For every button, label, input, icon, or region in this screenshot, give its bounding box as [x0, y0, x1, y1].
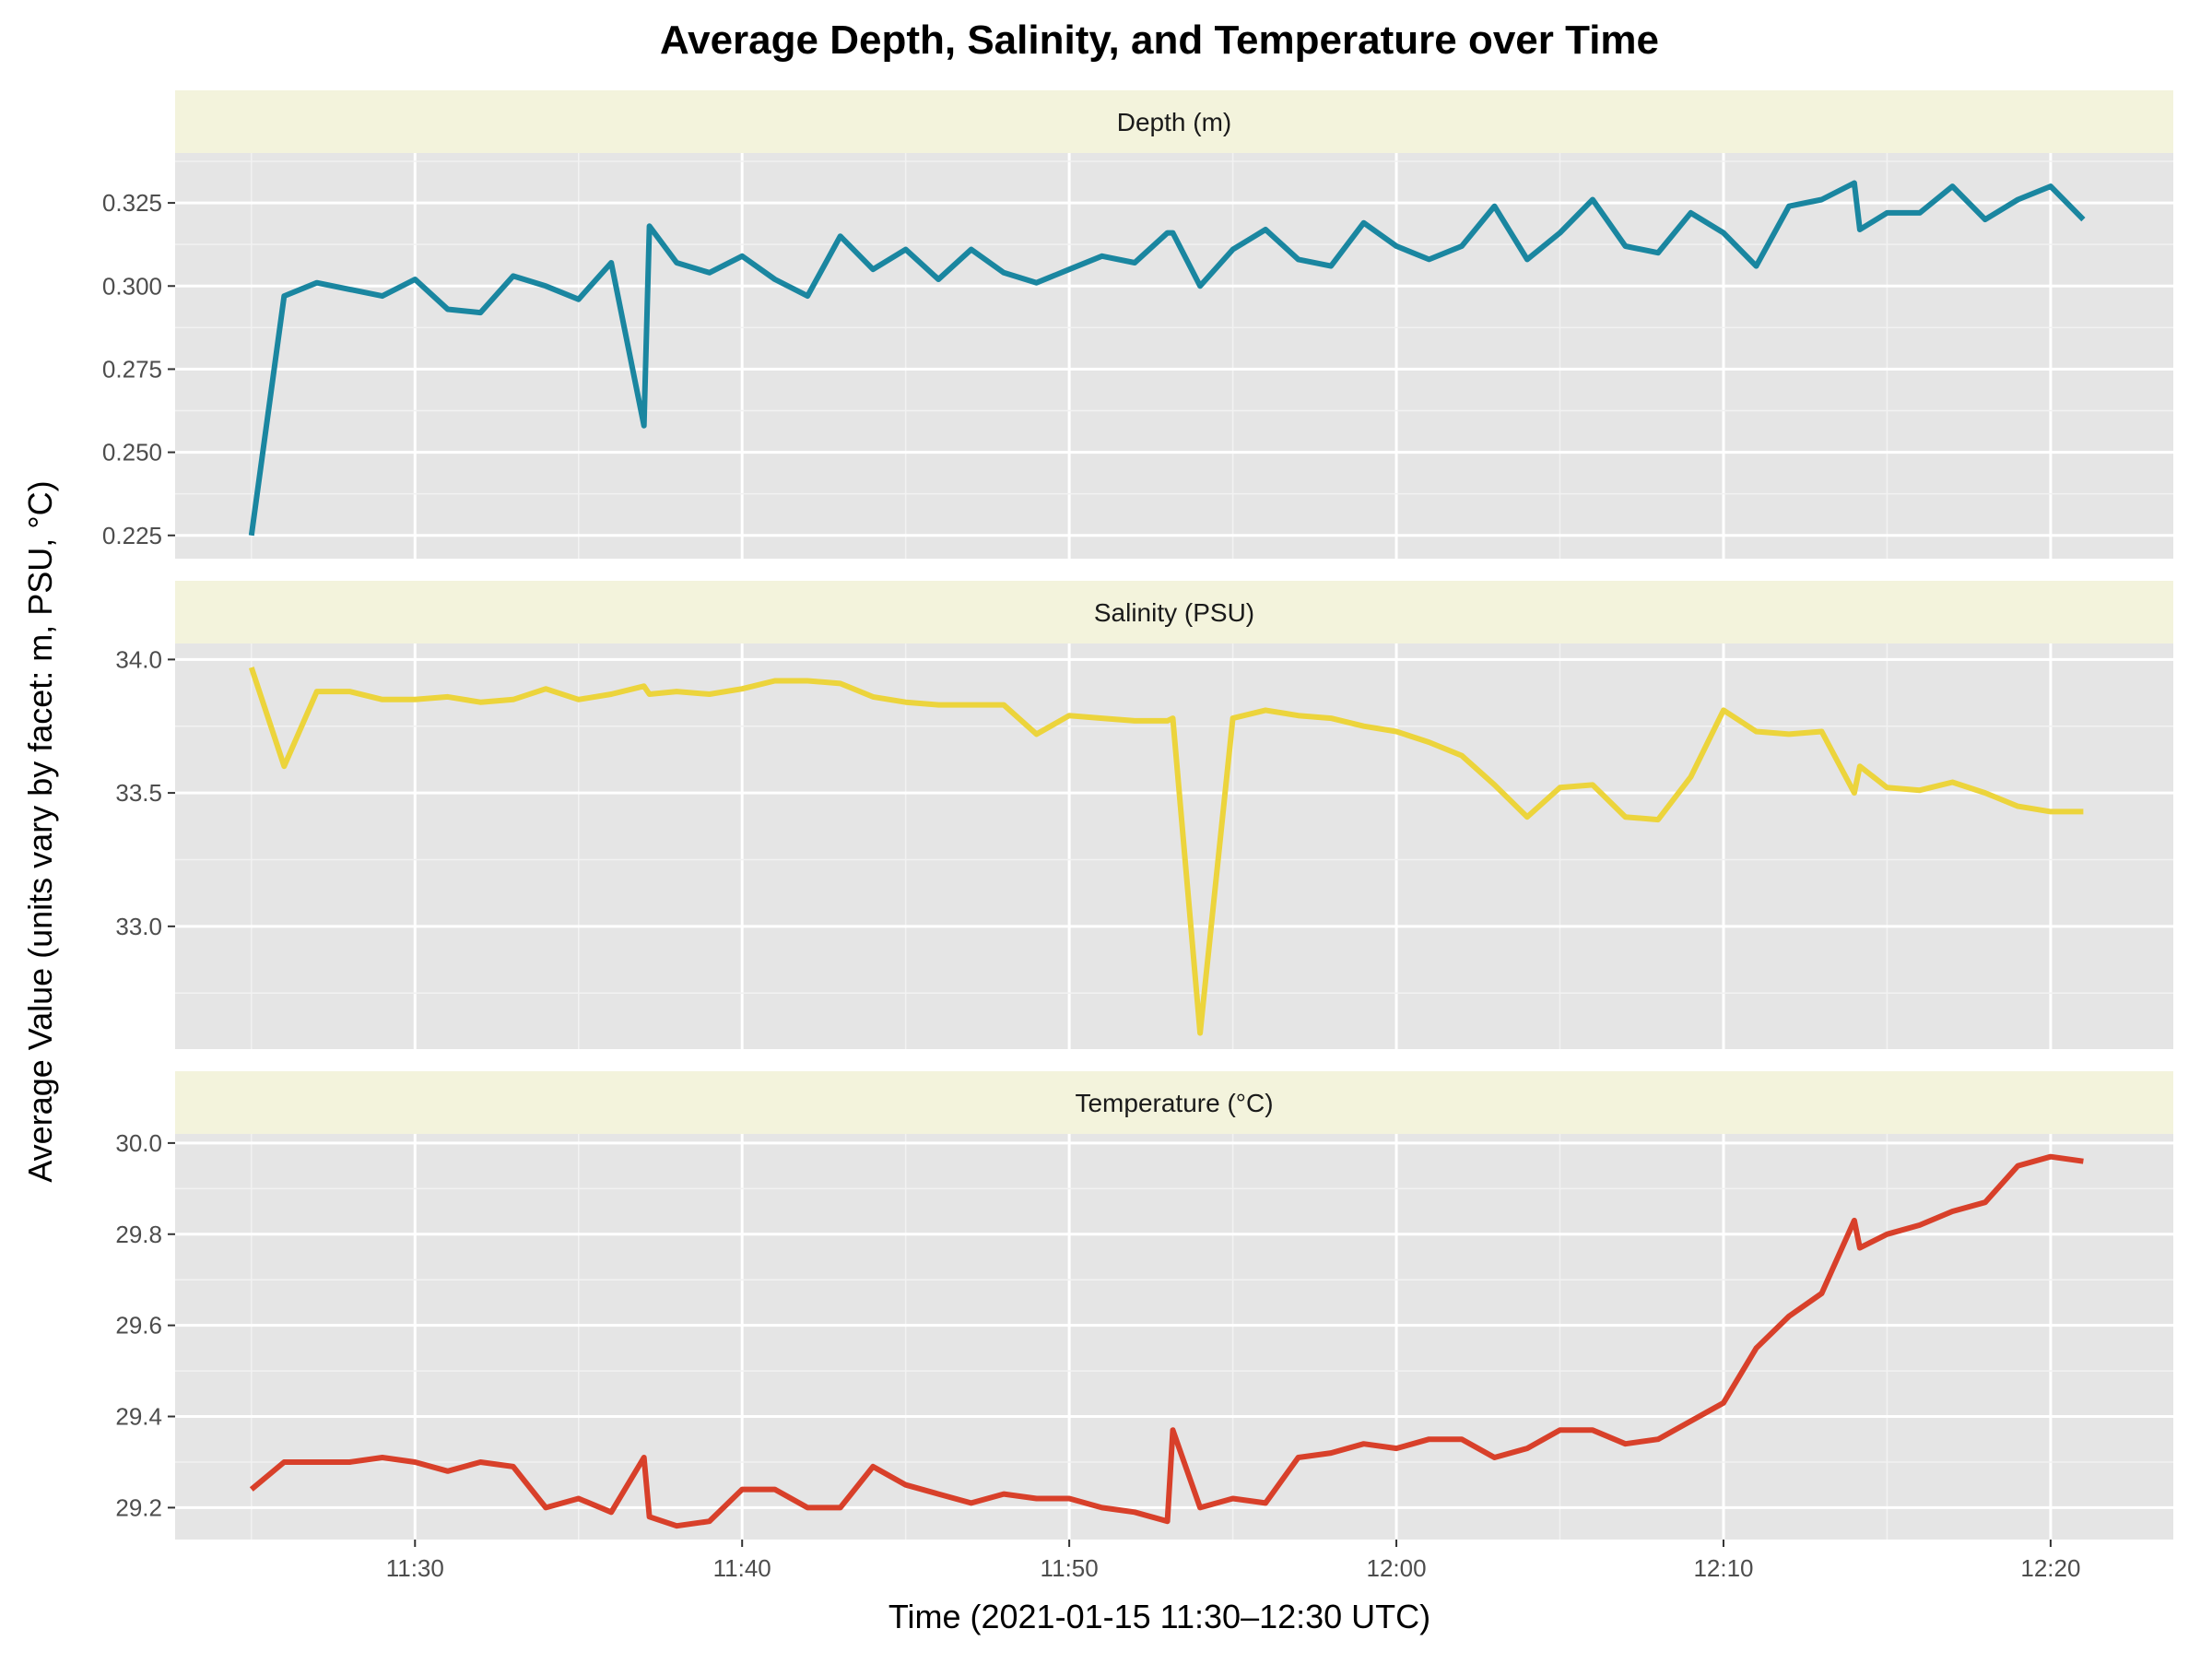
facet-strip: [175, 581, 2173, 643]
facet-depth: Depth (m) 0.225 0.250 0.275 0.300 0.325: [102, 90, 2173, 559]
y-tick-label: 30.0: [115, 1129, 162, 1157]
y-tick-label: 34.0: [115, 645, 162, 673]
facet-strip-label: Temperature (°C): [1075, 1089, 1273, 1117]
facet-temperature: Temperature (°C) 29.2 29.4 29.6 29.8 30.0: [115, 1071, 2173, 1540]
y-tick-label: 29.8: [115, 1221, 162, 1248]
x-tick-label: 11:40: [713, 1554, 771, 1582]
x-tick-label: 12:10: [1693, 1554, 1753, 1582]
panel-background: [175, 1134, 2173, 1540]
y-tick-label: 0.300: [102, 272, 162, 300]
x-axis: 11:30 11:40 11:50 12:00 12:10 12:20: [386, 1540, 2080, 1582]
facet-salinity: Salinity (PSU) 33.0 33.5 34.0: [115, 581, 2173, 1049]
facet-strip: [175, 1071, 2173, 1134]
y-tick-label: 0.225: [102, 522, 162, 549]
y-tick-label: 33.5: [115, 779, 162, 807]
y-tick-label: 33.0: [115, 913, 162, 940]
y-tick-label: 29.2: [115, 1493, 162, 1521]
facet-strip-label: Salinity (PSU): [1094, 598, 1254, 627]
x-tick-label: 11:50: [1041, 1554, 1099, 1582]
facet-panels: Depth (m) 0.225 0.250 0.275 0.300 0.325 Salini…: [102, 90, 2173, 1582]
y-tick-label: 0.275: [102, 355, 162, 383]
y-tick-label: 0.325: [102, 189, 162, 217]
x-tick-label: 11:30: [386, 1554, 444, 1582]
panel-background: [175, 153, 2173, 559]
y-axis-title: Average Value (units vary by facet: m, P…: [21, 480, 59, 1182]
y-tick-label: 29.6: [115, 1312, 162, 1339]
panel-background: [175, 643, 2173, 1049]
salinity-line: [248, 667, 2084, 1036]
x-tick-label: 12:00: [1367, 1554, 1427, 1582]
temperature-line: [249, 1153, 2084, 1529]
x-axis-title: Time (2021-01-15 11:30–12:30 UTC): [888, 1598, 1430, 1635]
x-tick-label: 12:20: [2020, 1554, 2080, 1582]
facet-strip: [175, 90, 2173, 153]
facet-strip-label: Depth (m): [1117, 108, 1231, 136]
chart-title: Average Depth, Salinity, and Temperature…: [660, 18, 1659, 63]
y-tick-label: 29.4: [115, 1403, 162, 1431]
y-tick-label: 0.250: [102, 439, 162, 466]
depth-line: [248, 180, 2086, 537]
